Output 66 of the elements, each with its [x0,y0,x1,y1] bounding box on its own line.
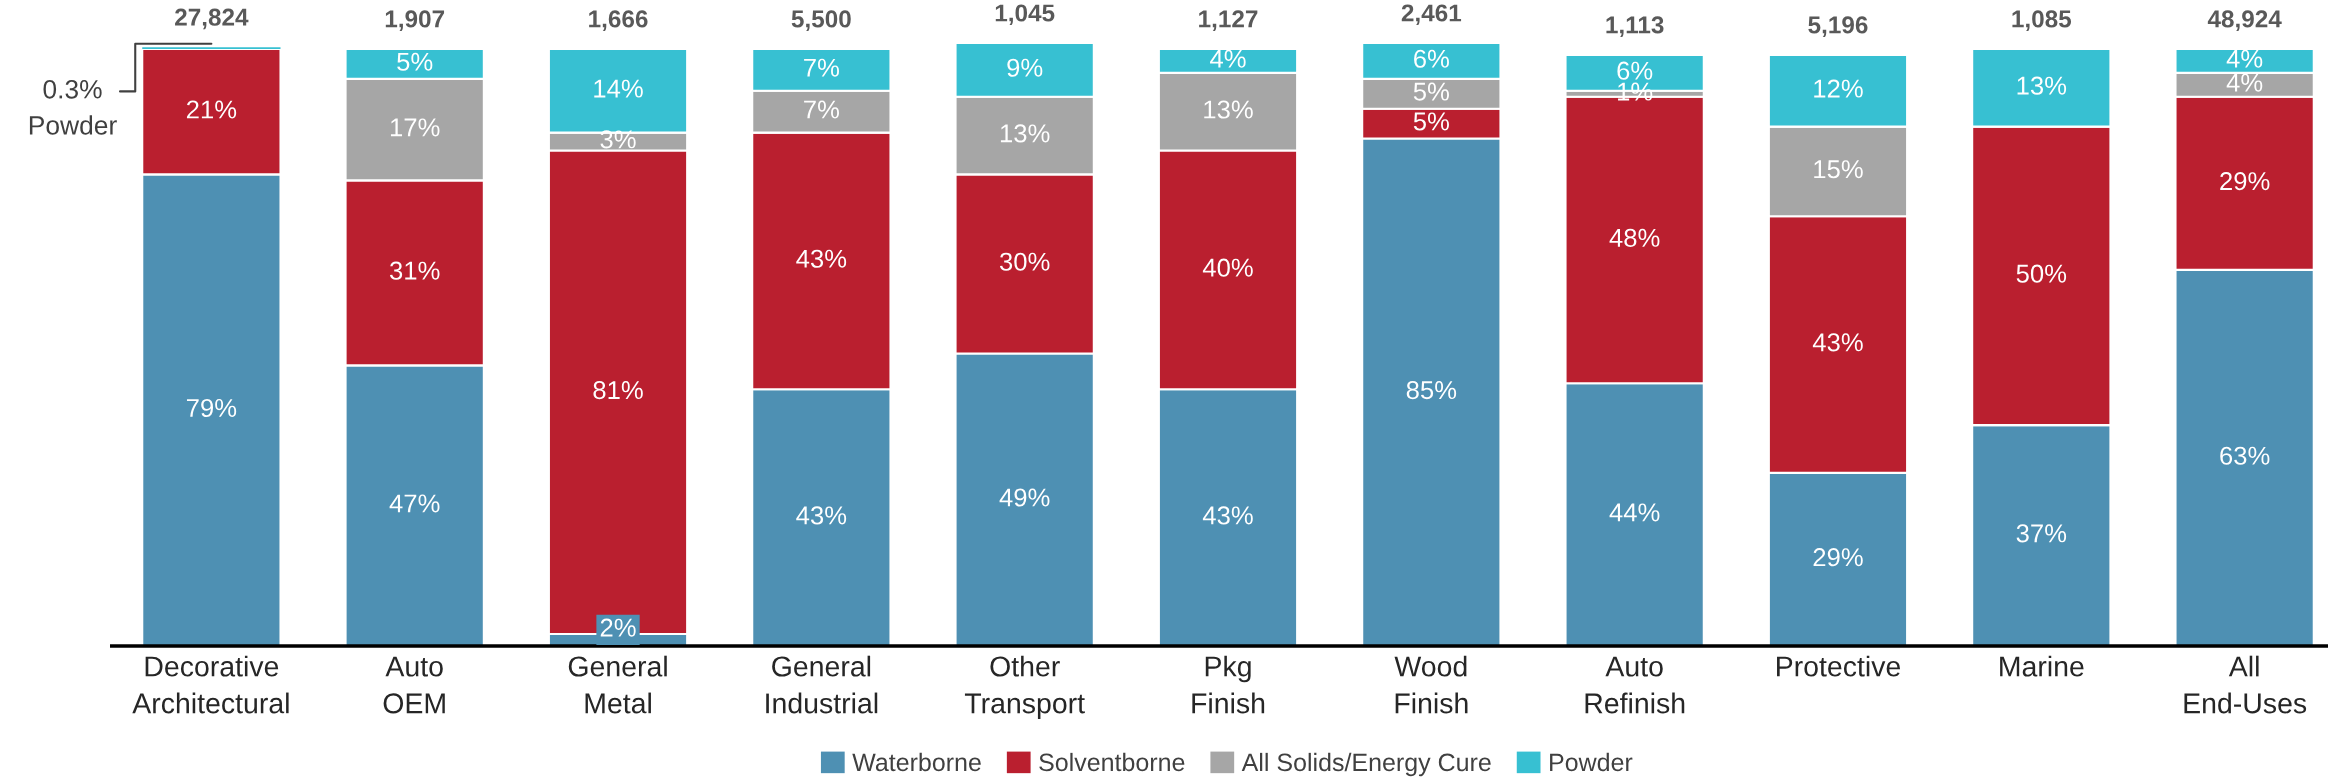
data-label: 15% [1814,160,1863,179]
data-label: 12% [1814,79,1863,98]
data-label: 13% [1000,124,1050,143]
annotation: 1,666 [589,10,648,32]
data-label: 4% [2226,73,2263,92]
annotation: 1,085 [2012,10,2072,32]
x-tick-label: Marine [2000,655,2084,677]
annotation: 5,500 [791,10,851,32]
legend-label: Powder [1550,752,1633,772]
annotation: 1,113 [1606,16,1664,38]
annotation: 0.3% Powder [29,79,117,135]
data-label: 47% [389,494,440,513]
data-label: 5% [1413,112,1449,131]
x-tick-label: Auto Refinish [1585,656,1685,714]
data-label: 7% [804,100,840,119]
data-label: 29% [1813,548,1863,567]
data-label: 49% [999,488,1050,507]
data-label: 44% [1609,503,1660,522]
data-label: 6% [1617,61,1653,80]
x-tick-label: Other Transport [964,655,1085,720]
data-label: 43% [796,506,847,525]
annotation: 5,196 [1808,16,1868,38]
data-label: 85% [1406,380,1457,400]
data-label: 63% [2220,446,2270,465]
data-label: 17% [390,118,440,137]
legend-label: Waterborne [852,752,981,772]
data-label: 79% [186,398,237,418]
data-label: 6% [1414,49,1449,68]
x-tick-label: General Industrial [766,655,878,714]
data-label: 5% [397,52,433,71]
x-tick-label: Protective [1777,655,1901,677]
x-tick-label: All End-Uses [2184,655,2307,714]
data-label: 4% [1210,49,1246,68]
data-label: 43% [796,249,847,268]
annotation: 1,127 [1199,10,1258,32]
legend-label: Solventborne [1039,752,1185,772]
data-label: 50% [2016,264,2067,283]
annotation: 48,924 [2207,10,2282,32]
annotation: 27,824 [175,8,249,30]
x-tick-label: Pkg Finish [1192,655,1265,714]
data-label: 43% [1812,333,1863,352]
data-label: 4% [2226,49,2263,68]
data-label: 48% [1609,228,1660,247]
data-label: 14% [594,79,643,98]
x-tick-label: General Metal [568,655,667,714]
annotation: 1,045 [995,4,1055,26]
data-label: 9% [1007,58,1043,77]
data-label: 40% [1202,258,1253,277]
data-label: 13% [2017,76,2067,95]
data-label: 30% [999,252,1050,271]
annotation: 1,907 [385,10,445,32]
annotation: 2,461 [1401,4,1462,26]
data-label: 37% [2016,524,2067,543]
legend-label: All Solids/Energy Cure [1241,752,1491,777]
x-tick-label: Auto OEM [383,656,445,714]
data-label: 13% [1204,100,1253,119]
data-label: 29% [2220,172,2270,191]
x-tick-label: Decorative Architectural [132,655,289,714]
data-label: 21% [186,100,237,119]
data-label: 31% [389,261,440,280]
data-label: 43% [1202,506,1253,525]
data-label: 81% [593,380,643,400]
data-label: 2% [600,618,636,637]
data-label: 7% [804,58,840,77]
data-label: 5% [1413,82,1449,101]
x-tick-label: Wood Finish [1394,655,1468,714]
